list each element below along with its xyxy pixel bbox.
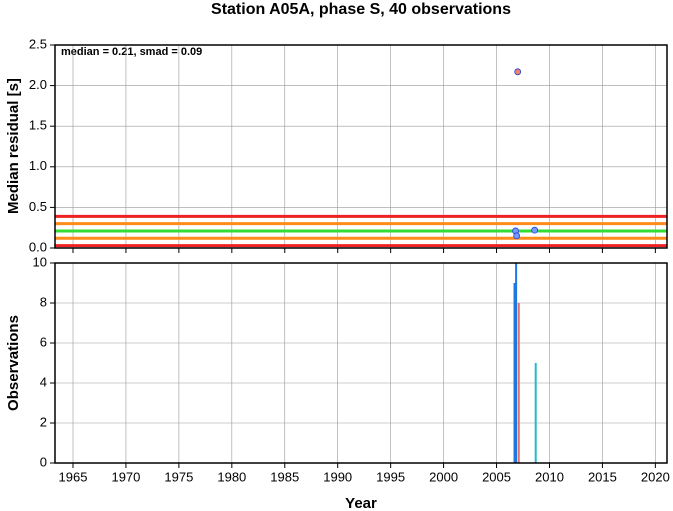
point: [513, 232, 521, 240]
x-tick-label: 1995: [376, 469, 405, 484]
x-tick-label: 2015: [588, 469, 617, 484]
point: [531, 226, 539, 234]
chart-title: Station A05A, phase S, 40 observations: [211, 1, 511, 18]
x-tick-label: 1980: [217, 469, 246, 484]
y-tick-label: 0.5: [29, 199, 47, 214]
y-tick-label: 0.0: [29, 239, 47, 254]
y-tick-label: 10: [33, 254, 47, 269]
x-tick-label: 1975: [164, 469, 193, 484]
y-tick-label: 6: [40, 334, 47, 349]
x-tick-label: 2005: [482, 469, 511, 484]
bar: [513, 283, 516, 463]
bar: [517, 303, 520, 463]
point: [514, 68, 522, 76]
y-tick-label: 4: [40, 374, 47, 389]
x-tick-label: 2000: [429, 469, 458, 484]
y-tick-label: 2.0: [29, 77, 47, 92]
bar: [515, 263, 518, 463]
plot-frame: [54, 44, 668, 249]
x-tick-label: 2020: [641, 469, 670, 484]
y-axis-label: Observations: [5, 315, 22, 411]
x-axis-label: Year: [345, 495, 377, 511]
y-tick-label: 2: [40, 414, 47, 429]
x-tick-label: 1970: [111, 469, 140, 484]
y-axis-label: Median residual [s]: [5, 78, 22, 214]
x-tick-label: 1990: [323, 469, 352, 484]
y-tick-label: 0: [40, 454, 47, 469]
y-tick-label: 8: [40, 294, 47, 309]
x-tick-label: 1985: [270, 469, 299, 484]
y-tick-label: 1.0: [29, 158, 47, 173]
annotation: median = 0.21, smad = 0.09: [61, 46, 202, 58]
y-tick-label: 2.5: [29, 36, 47, 51]
plot-frame: [54, 262, 668, 464]
x-tick-label: 2010: [535, 469, 564, 484]
y-tick-label: 1.5: [29, 118, 47, 133]
bar: [534, 363, 537, 463]
x-tick-label: 1965: [59, 469, 88, 484]
